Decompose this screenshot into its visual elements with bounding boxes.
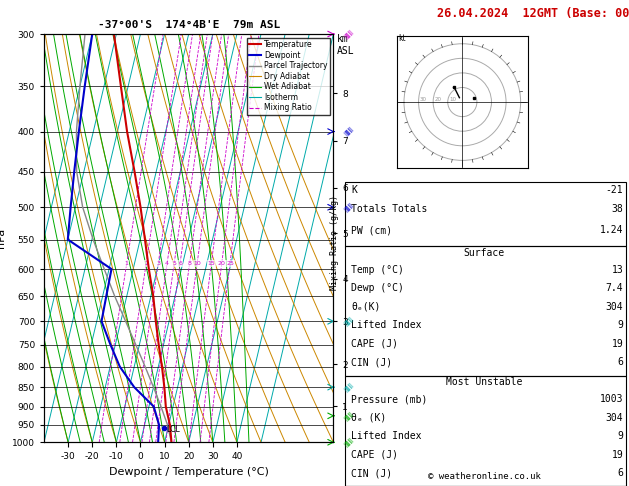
Text: PW (cm): PW (cm) xyxy=(351,225,392,235)
Text: 7.4: 7.4 xyxy=(606,283,623,294)
Text: 2: 2 xyxy=(144,261,148,266)
Text: K: K xyxy=(351,185,357,195)
Text: CAPE (J): CAPE (J) xyxy=(351,339,398,349)
Text: CAPE (J): CAPE (J) xyxy=(351,450,398,460)
Text: km: km xyxy=(337,34,348,44)
Text: Lifted Index: Lifted Index xyxy=(351,320,421,330)
Text: 9: 9 xyxy=(617,431,623,441)
Text: ǁǁǁ: ǁǁǁ xyxy=(343,28,355,40)
Text: Pressure (mb): Pressure (mb) xyxy=(351,394,428,404)
Text: 10: 10 xyxy=(193,261,201,266)
Text: 15: 15 xyxy=(208,261,215,266)
Text: Dewp (°C): Dewp (°C) xyxy=(351,283,404,294)
Legend: Temperature, Dewpoint, Parcel Trajectory, Dry Adiabat, Wet Adiabat, Isotherm, Mi: Temperature, Dewpoint, Parcel Trajectory… xyxy=(247,38,330,115)
Text: © weatheronline.co.uk: © weatheronline.co.uk xyxy=(428,472,541,481)
Text: 304: 304 xyxy=(606,302,623,312)
Text: Totals Totals: Totals Totals xyxy=(351,204,428,214)
X-axis label: Dewpoint / Temperature (°C): Dewpoint / Temperature (°C) xyxy=(109,467,269,477)
Text: 1003: 1003 xyxy=(599,394,623,404)
Bar xyxy=(345,182,626,246)
Text: 6: 6 xyxy=(617,357,623,367)
Text: Temp (°C): Temp (°C) xyxy=(351,265,404,275)
Text: 8: 8 xyxy=(187,261,191,266)
Text: 19: 19 xyxy=(611,450,623,460)
Text: -21: -21 xyxy=(606,185,623,195)
Text: 20: 20 xyxy=(435,97,442,102)
Text: LCL: LCL xyxy=(166,425,180,434)
Text: 13: 13 xyxy=(611,265,623,275)
Text: 26.04.2024  12GMT (Base: 00): 26.04.2024 12GMT (Base: 00) xyxy=(437,7,629,20)
Text: 6: 6 xyxy=(617,468,623,478)
Text: 4: 4 xyxy=(165,261,169,266)
Text: ǁǁǁ: ǁǁǁ xyxy=(343,410,355,421)
Y-axis label: hPa: hPa xyxy=(0,228,6,248)
Text: θₑ(K): θₑ(K) xyxy=(351,302,381,312)
Title: -37°00'S  174°4B'E  79m ASL: -37°00'S 174°4B'E 79m ASL xyxy=(97,20,280,31)
Text: 25: 25 xyxy=(226,261,234,266)
Text: 9: 9 xyxy=(617,320,623,330)
Text: ǁǁǁ: ǁǁǁ xyxy=(343,126,355,137)
Text: 19: 19 xyxy=(611,339,623,349)
Text: 5: 5 xyxy=(172,261,176,266)
Bar xyxy=(345,246,626,376)
Text: 20: 20 xyxy=(218,261,226,266)
Text: CIN (J): CIN (J) xyxy=(351,468,392,478)
Text: 1.24: 1.24 xyxy=(599,225,623,235)
Text: Most Unstable: Most Unstable xyxy=(446,377,523,387)
Text: θₑ (K): θₑ (K) xyxy=(351,413,386,423)
Text: ǁǁǁ: ǁǁǁ xyxy=(343,436,355,448)
Text: 3: 3 xyxy=(156,261,160,266)
Text: ASL: ASL xyxy=(337,46,354,56)
Text: 38: 38 xyxy=(611,204,623,214)
Text: 1: 1 xyxy=(125,261,129,266)
Text: ǁǁǁ: ǁǁǁ xyxy=(343,202,355,213)
Text: 30: 30 xyxy=(420,97,427,102)
Text: Lifted Index: Lifted Index xyxy=(351,431,421,441)
Text: 10: 10 xyxy=(449,97,456,102)
Text: kt: kt xyxy=(398,34,406,43)
Text: Mixing Ratio (g/kg): Mixing Ratio (g/kg) xyxy=(330,195,339,291)
Text: 304: 304 xyxy=(606,413,623,423)
Text: ǁǁǁ: ǁǁǁ xyxy=(343,315,355,327)
Bar xyxy=(345,376,626,486)
Text: 6: 6 xyxy=(178,261,182,266)
Text: ǁǁǁ: ǁǁǁ xyxy=(343,382,355,393)
Text: CIN (J): CIN (J) xyxy=(351,357,392,367)
Text: Surface: Surface xyxy=(464,248,505,258)
